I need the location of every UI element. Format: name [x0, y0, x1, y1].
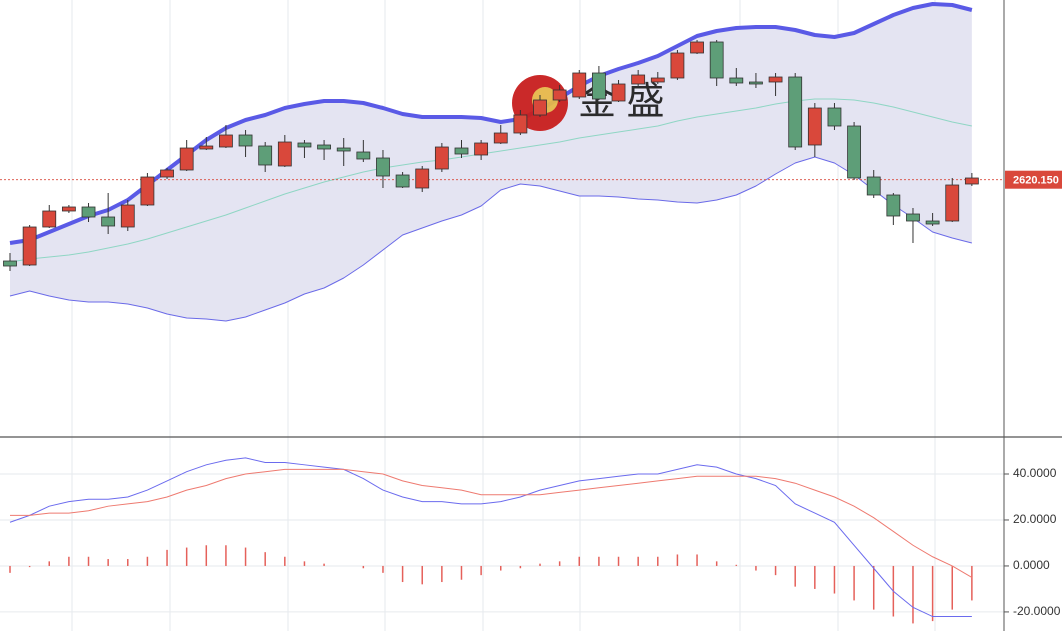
candle-body	[768, 76, 783, 83]
candle-body	[670, 52, 685, 79]
candle-body	[395, 174, 410, 188]
candle-body	[434, 146, 449, 170]
candle-body	[945, 184, 960, 222]
candle-body	[533, 99, 547, 116]
candle-body	[650, 77, 665, 83]
candle-body	[474, 142, 489, 156]
candle-body	[827, 107, 842, 127]
candle-body	[219, 134, 233, 148]
candle-body	[238, 134, 253, 147]
candle-body	[22, 226, 37, 266]
candle-body	[709, 41, 724, 79]
candle-body	[552, 89, 567, 101]
y-tick-label: 40.0000	[1013, 466, 1057, 480]
candle-body	[866, 176, 881, 196]
candle-body	[513, 114, 528, 134]
candle-body	[964, 177, 979, 185]
candle-body	[120, 204, 135, 228]
candle-body	[3, 260, 17, 267]
candle-body	[454, 147, 469, 155]
candle-body	[572, 72, 587, 98]
candle-body	[81, 206, 96, 218]
candle-body	[749, 81, 763, 85]
last-price-label: 2620.150	[1013, 175, 1059, 187]
candle-body	[807, 107, 822, 146]
candle-body	[160, 169, 174, 178]
candle-body	[788, 76, 803, 148]
candle-body	[729, 77, 744, 84]
candle-body	[611, 83, 626, 102]
macd-line	[10, 468, 973, 578]
candle-body	[847, 125, 861, 179]
candle-body	[631, 74, 646, 85]
candle-body	[592, 72, 606, 100]
candle-body	[886, 194, 901, 217]
candle-body	[61, 206, 76, 212]
band-fill	[10, 4, 972, 321]
y-tick-label: -20.0000	[1013, 604, 1061, 618]
candle-body	[906, 213, 920, 222]
candle-body	[101, 216, 116, 227]
candle-body	[277, 141, 292, 167]
candle-body	[493, 132, 508, 144]
candle-body	[297, 142, 312, 148]
candle-body	[925, 220, 940, 225]
candle-body	[415, 168, 430, 189]
candle-body	[258, 145, 273, 166]
band-line	[9, 2, 973, 245]
candle-body	[42, 210, 57, 228]
candle-body	[199, 145, 214, 150]
candle-body	[336, 147, 351, 152]
y-tick-label: 20.0000	[1013, 512, 1057, 526]
candle-body	[179, 147, 194, 171]
last-price-box	[1005, 170, 1062, 189]
candle-body	[376, 157, 390, 177]
macd-line	[9, 457, 972, 618]
y-tick-label: 0.0000	[1013, 558, 1050, 572]
candle-body	[690, 41, 704, 54]
candle-body	[140, 176, 155, 206]
band-line	[9, 98, 972, 263]
candle-body	[317, 144, 331, 150]
candle-body	[356, 151, 371, 160]
band-line	[9, 156, 972, 322]
